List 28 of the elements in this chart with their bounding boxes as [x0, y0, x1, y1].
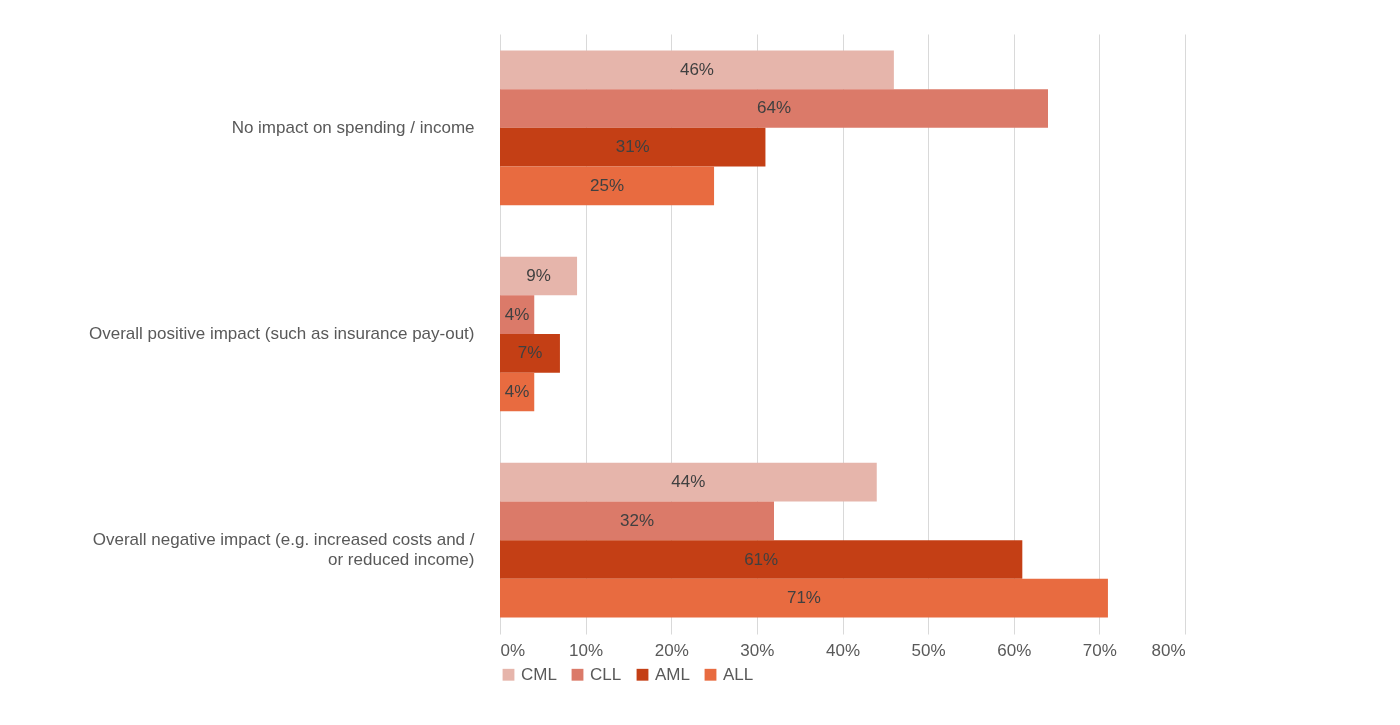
- data-label: 46%: [679, 59, 714, 79]
- x-tick-label: 40%: [825, 640, 861, 660]
- legend-label: AML: [655, 664, 690, 684]
- data-label: 7%: [517, 343, 543, 363]
- x-tick-label: 50%: [911, 640, 946, 660]
- data-label: 9%: [526, 266, 551, 286]
- x-tick-label: 0%: [500, 640, 526, 660]
- data-label: 25%: [590, 175, 625, 195]
- y-tick-label: Overall positive impact (such as insurance pay-out): [89, 324, 475, 343]
- data-label: 61%: [744, 549, 779, 569]
- legend-label: ALL: [723, 664, 754, 684]
- x-tick-label: 20%: [654, 640, 689, 660]
- data-label: 4%: [504, 304, 530, 324]
- data-label: 4%: [504, 381, 530, 401]
- data-label: 44%: [671, 472, 706, 492]
- x-tick-label: 30%: [740, 640, 775, 660]
- legend-label: CLL: [590, 664, 622, 684]
- x-tick-label: 10%: [569, 640, 604, 660]
- legend-label: CML: [521, 664, 557, 684]
- x-tick-label: 80%: [1151, 640, 1186, 660]
- y-tick-label: Overall negative impact (e.g. increased costs and / or reduced income): [92, 530, 475, 570]
- y-tick-label: No impact on spending / income: [231, 117, 475, 137]
- x-tick-label: 70%: [1082, 640, 1117, 660]
- data-label: 32%: [619, 510, 655, 530]
- x-tick-label: 60%: [997, 640, 1032, 660]
- data-label: 71%: [786, 588, 821, 608]
- data-label: 64%: [756, 98, 792, 118]
- data-label: 31%: [615, 137, 650, 157]
